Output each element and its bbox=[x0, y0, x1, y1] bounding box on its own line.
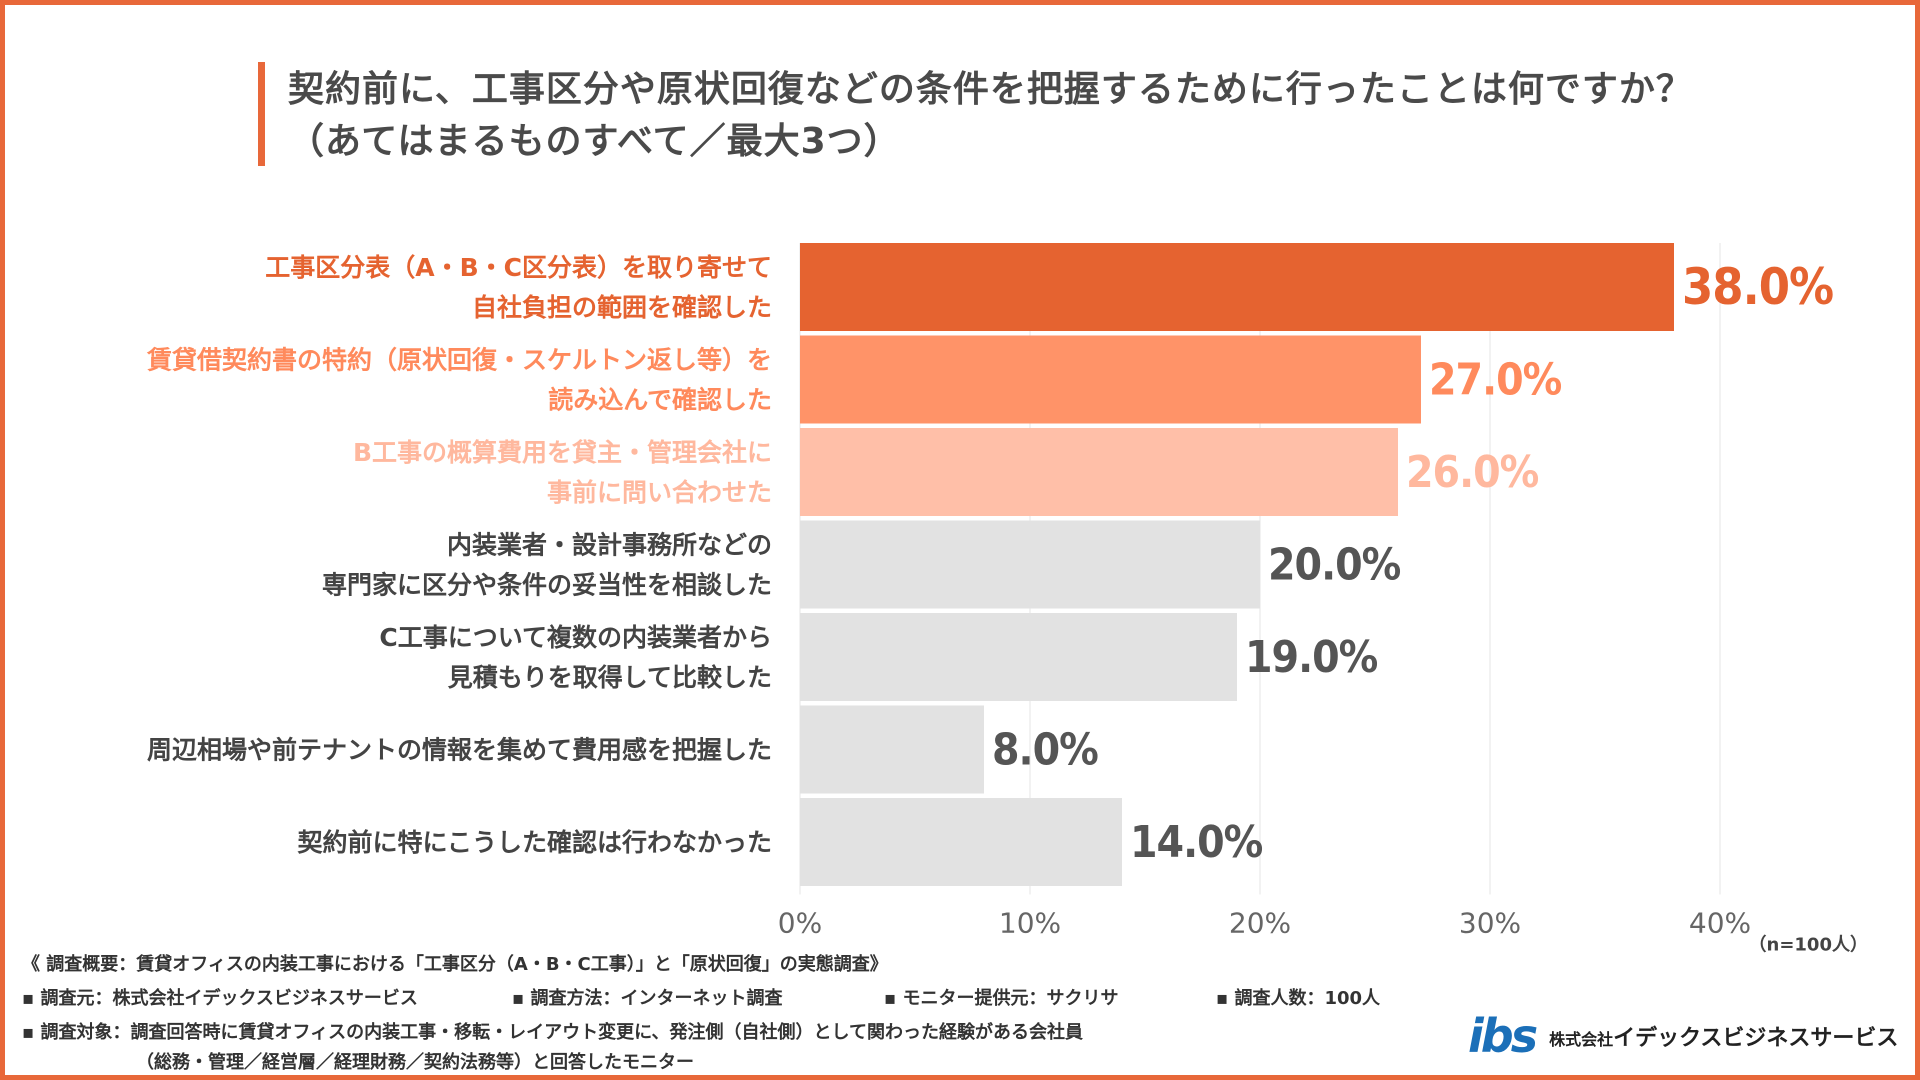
category-label: 周辺相場や前テナントの情報を集めて費用感を把握した bbox=[147, 736, 772, 765]
ibs-logo-icon: ibs bbox=[1468, 1009, 1538, 1063]
survey-summary: 《 調査概要：賃貸オフィスの内装工事における「工事区分（A・B・C工事）」と「原… bbox=[22, 954, 888, 975]
bar bbox=[800, 335, 1421, 424]
data-label: 19.0% bbox=[1245, 632, 1378, 683]
survey-monitor: ▪ モニター提供元：サクリサ bbox=[884, 988, 1119, 1009]
company-name: 株式会社イデックスビジネスサービス bbox=[1549, 1020, 1898, 1052]
category-label: 賃貸借契約書の特約（原状回復・スケルトン返し等）を bbox=[146, 346, 772, 375]
data-label: 14.0% bbox=[1130, 817, 1263, 868]
company-name-main: イデックスビジネスサービス bbox=[1613, 1026, 1899, 1051]
survey-method: ▪ 調査方法：インターネット調査 bbox=[512, 988, 783, 1009]
category-label: 工事区分表（A・B・C区分表）を取り寄せて bbox=[265, 253, 772, 282]
x-tick-label: 10% bbox=[999, 907, 1061, 940]
bar bbox=[800, 705, 984, 794]
data-label: 20.0% bbox=[1268, 540, 1401, 591]
data-label: 26.0% bbox=[1406, 447, 1539, 498]
bar bbox=[800, 613, 1237, 701]
category-label: 契約前に特にこうした確認は行わなかった bbox=[297, 828, 772, 857]
x-tick-label: 40% bbox=[1689, 907, 1751, 940]
category-label: 専門家に区分や条件の妥当性を相談した bbox=[322, 571, 772, 600]
survey-target: ▪ 調査対象：調査回答時に賃貸オフィスの内装工事・移転・レイアウト変更に、発注側… bbox=[22, 1022, 1084, 1043]
title-line-2: （あてはまるものすべて／最大3つ） bbox=[288, 121, 901, 162]
bar bbox=[800, 798, 1122, 886]
bar bbox=[800, 243, 1674, 331]
bar bbox=[800, 520, 1260, 609]
category-label: B工事の概算費用を貸主・管理会社に bbox=[353, 438, 772, 467]
x-tick-label: 0% bbox=[778, 907, 822, 940]
company-logo: ibs 株式会社イデックスビジネスサービス bbox=[1468, 1009, 1898, 1063]
sample-size-note: （n=100人） bbox=[1749, 935, 1868, 956]
data-label: 27.0% bbox=[1429, 355, 1562, 406]
survey-target-detail: （総務・管理／経営層／経理財務／契約法務等）と回答したモニター bbox=[136, 1052, 694, 1073]
company-prefix: 株式会社 bbox=[1549, 1030, 1614, 1049]
x-tick-label: 20% bbox=[1229, 907, 1291, 940]
category-label: 見積もりを取得して比較した bbox=[448, 663, 772, 692]
data-label: 8.0% bbox=[992, 725, 1098, 776]
survey-source: ▪ 調査元：株式会社イデックスビジネスサービス bbox=[22, 988, 418, 1009]
category-label: 内装業者・設計事務所などの bbox=[447, 531, 772, 560]
category-label: 読み込んで確認した bbox=[548, 386, 772, 415]
survey-count: ▪ 調査人数：100人 bbox=[1216, 988, 1381, 1009]
category-label: 事前に問い合わせた bbox=[547, 478, 772, 507]
bar bbox=[800, 428, 1398, 516]
category-label: 自社負担の範囲を確認した bbox=[472, 293, 772, 322]
x-tick-label: 30% bbox=[1459, 907, 1521, 940]
data-label: 38.0% bbox=[1682, 258, 1833, 316]
title-accent-bar bbox=[258, 62, 265, 166]
title-line-1: 契約前に、工事区分や原状回復などの条件を把握するために行ったことは何ですか？ bbox=[288, 69, 1693, 110]
category-label: C工事について複数の内装業者から bbox=[379, 623, 772, 652]
chart-title: 契約前に、工事区分や原状回復などの条件を把握するために行ったことは何ですか？ （… bbox=[288, 64, 1848, 168]
